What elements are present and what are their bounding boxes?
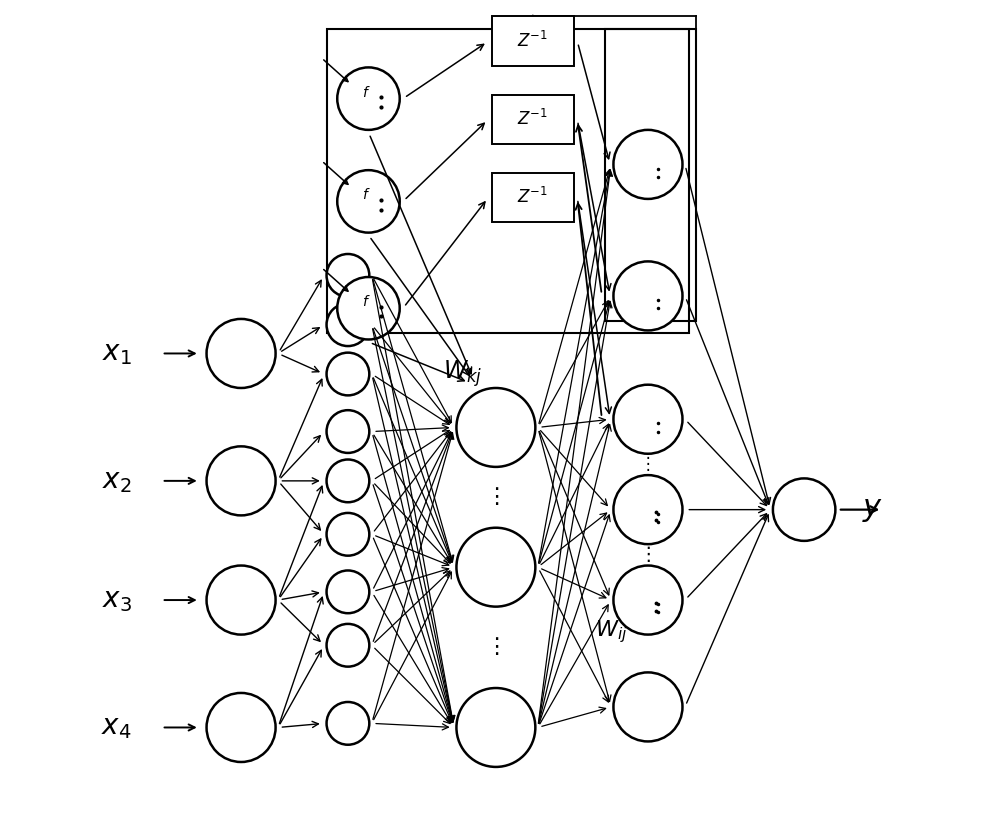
- Circle shape: [456, 388, 535, 467]
- Circle shape: [613, 475, 682, 544]
- Text: $f$: $f$: [362, 85, 370, 99]
- Circle shape: [613, 261, 682, 330]
- Bar: [605, 29, 696, 321]
- Circle shape: [773, 478, 835, 541]
- Circle shape: [327, 570, 369, 613]
- Circle shape: [456, 528, 535, 607]
- Text: $Z^{-1}$: $Z^{-1}$: [517, 31, 548, 51]
- Bar: [492, 16, 574, 66]
- Text: $W_{ij}$: $W_{ij}$: [595, 618, 627, 644]
- Text: ⋮: ⋮: [485, 637, 507, 658]
- Text: $x_1$: $x_1$: [102, 339, 132, 367]
- Circle shape: [207, 319, 276, 388]
- Circle shape: [613, 566, 682, 635]
- Text: $f$: $f$: [362, 187, 370, 202]
- Text: $x_2$: $x_2$: [102, 467, 132, 495]
- Text: $x_3$: $x_3$: [102, 586, 132, 614]
- Circle shape: [337, 170, 400, 233]
- Text: ⋮: ⋮: [638, 545, 658, 565]
- Text: $Z^{-1}$: $Z^{-1}$: [517, 187, 548, 207]
- Text: $y$: $y$: [862, 495, 883, 524]
- Circle shape: [327, 353, 369, 395]
- Circle shape: [456, 688, 535, 767]
- Circle shape: [327, 702, 369, 745]
- Text: $x_4$: $x_4$: [101, 713, 132, 741]
- Circle shape: [207, 446, 276, 515]
- Circle shape: [207, 566, 276, 635]
- Circle shape: [613, 672, 682, 741]
- Text: $Z^{-1}$: $Z^{-1}$: [517, 109, 548, 129]
- Circle shape: [327, 624, 369, 667]
- Text: ⋮: ⋮: [485, 487, 507, 507]
- Circle shape: [337, 277, 400, 339]
- Circle shape: [327, 459, 369, 502]
- Circle shape: [327, 513, 369, 556]
- Bar: [492, 173, 574, 222]
- Circle shape: [613, 130, 682, 199]
- Circle shape: [327, 410, 369, 453]
- Circle shape: [337, 67, 400, 130]
- Circle shape: [613, 385, 682, 454]
- Text: $f$: $f$: [362, 294, 370, 309]
- Bar: [327, 29, 689, 333]
- Circle shape: [207, 693, 276, 762]
- Circle shape: [327, 254, 369, 297]
- Circle shape: [327, 303, 369, 346]
- Text: $W_{kj}$: $W_{kj}$: [443, 358, 483, 390]
- Bar: [492, 95, 574, 144]
- Text: ⋮: ⋮: [640, 455, 656, 473]
